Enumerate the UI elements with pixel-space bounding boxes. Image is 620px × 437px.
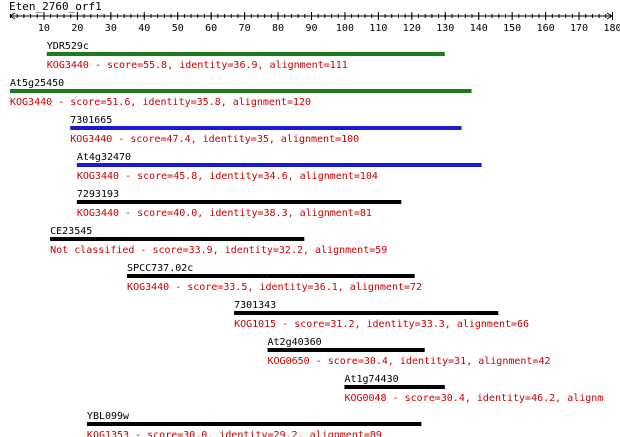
hit-name: SPCC737.02c (127, 263, 193, 274)
hit-bar (70, 126, 462, 130)
hit-bar (50, 237, 305, 241)
hit-description: KOG3440 - score=40.0, identity=38.3, ali… (77, 208, 372, 219)
axis-tick-label: 40 (138, 23, 150, 34)
hit-row: At5g25450 KOG3440 - score=51.6, identity=… (10, 78, 472, 108)
axis-tick-label: 50 (172, 23, 184, 34)
ruler-axis: 10 20 30 40 50 60 70 80 90 100 110 120 130 140 150 160 1… (9, 12, 620, 34)
hit-name: At1g74430 (344, 374, 398, 385)
axis-tick-label: 90 (305, 23, 317, 34)
hit-row: YBL099w KOG1353 - score=30.0, identity=29… (86, 411, 422, 437)
hit-bar (76, 200, 402, 204)
hit-description: KOG1015 - score=31.2, identity=33.3, ali… (234, 319, 529, 330)
hit-description: KOG3440 - score=33.5, identity=36.1, ali… (127, 282, 422, 293)
hit-name: 7301665 (70, 115, 112, 126)
axis-tick-label: 10 (38, 23, 50, 34)
query-title: Eten_2760_orf1 (9, 0, 102, 13)
axis-tick-label: 100 (336, 23, 354, 34)
hit-row: At4g32470 KOG3440 - score=45.8, identity=… (76, 152, 482, 182)
hit-row: At1g74430 KOG0048 - score=30.4, identity=… (344, 374, 603, 404)
hit-description: KOG3440 - score=45.8, identity=34.6, ali… (77, 171, 378, 182)
hit-name: At5g25450 (10, 78, 64, 89)
hit-bar (267, 348, 425, 352)
hit-description: KOG3440 - score=55.8, identity=36.9, ali… (47, 60, 348, 71)
hit-description: KOG0048 - score=30.4, identity=46.2, ali… (344, 393, 603, 404)
axis-tick-label: 80 (272, 23, 284, 34)
axis-tick-label: 70 (239, 23, 251, 34)
axis-tick-label: 140 (470, 23, 488, 34)
hit-description: KOG3440 - score=47.4, identity=35, align… (70, 134, 359, 145)
axis-tick-label: 120 (403, 23, 421, 34)
hit-row: At2g40360 KOG0650 - score=30.4, identity=… (267, 337, 551, 367)
axis-tick-label: 170 (570, 23, 588, 34)
hit-name: 7293193 (77, 189, 119, 200)
axis-tick-label: 30 (105, 23, 117, 34)
hit-name: YBL099w (87, 411, 130, 422)
hit-list: YDR529c KOG3440 - score=55.8, identity=36… (10, 41, 603, 437)
hit-name: CE23545 (50, 226, 92, 237)
hit-description: KOG0650 - score=30.4, identity=31, align… (268, 356, 551, 367)
hit-bar (76, 163, 482, 167)
hit-name: At4g32470 (77, 152, 131, 163)
axis-tick-label: 150 (503, 23, 521, 34)
axis-tick-label: 110 (369, 23, 387, 34)
hit-name: YDR529c (47, 41, 89, 52)
hit-row: 7293193 KOG3440 - score=40.0, identity=38… (76, 189, 402, 219)
hit-description: Not classified - score=33.9, identity=32… (50, 245, 387, 256)
hit-description: KOG3440 - score=51.6, identity=35.8, ali… (10, 97, 311, 108)
axis-tick-label: 160 (537, 23, 555, 34)
axis-tick-label: 60 (205, 23, 217, 34)
hit-row: SPCC737.02c KOG3440 - score=33.5, identit… (127, 263, 422, 293)
hit-bar (10, 89, 472, 93)
axis-tick-label: 20 (71, 23, 83, 34)
axis-tick-label: 130 (436, 23, 454, 34)
hit-bar (46, 52, 445, 56)
hit-row: 7301665 KOG3440 - score=47.4, identity=35… (70, 115, 462, 145)
hit-bar (127, 274, 415, 278)
hit-name: At2g40360 (268, 337, 322, 348)
hit-bar (86, 422, 422, 426)
hit-row: 7301343 KOG1015 - score=31.2, identity=33… (234, 300, 529, 330)
hit-name: 7301343 (234, 300, 276, 311)
hit-row: CE23545 Not classified - score=33.9, iden… (50, 226, 387, 256)
hit-row: YDR529c KOG3440 - score=55.8, identity=36… (46, 41, 445, 71)
hit-description: KOG1353 - score=30.0, identity=29.2, ali… (87, 430, 382, 437)
hit-bar (234, 311, 499, 315)
axis-tick-label: 180 (603, 23, 620, 34)
hit-bar (344, 385, 445, 389)
